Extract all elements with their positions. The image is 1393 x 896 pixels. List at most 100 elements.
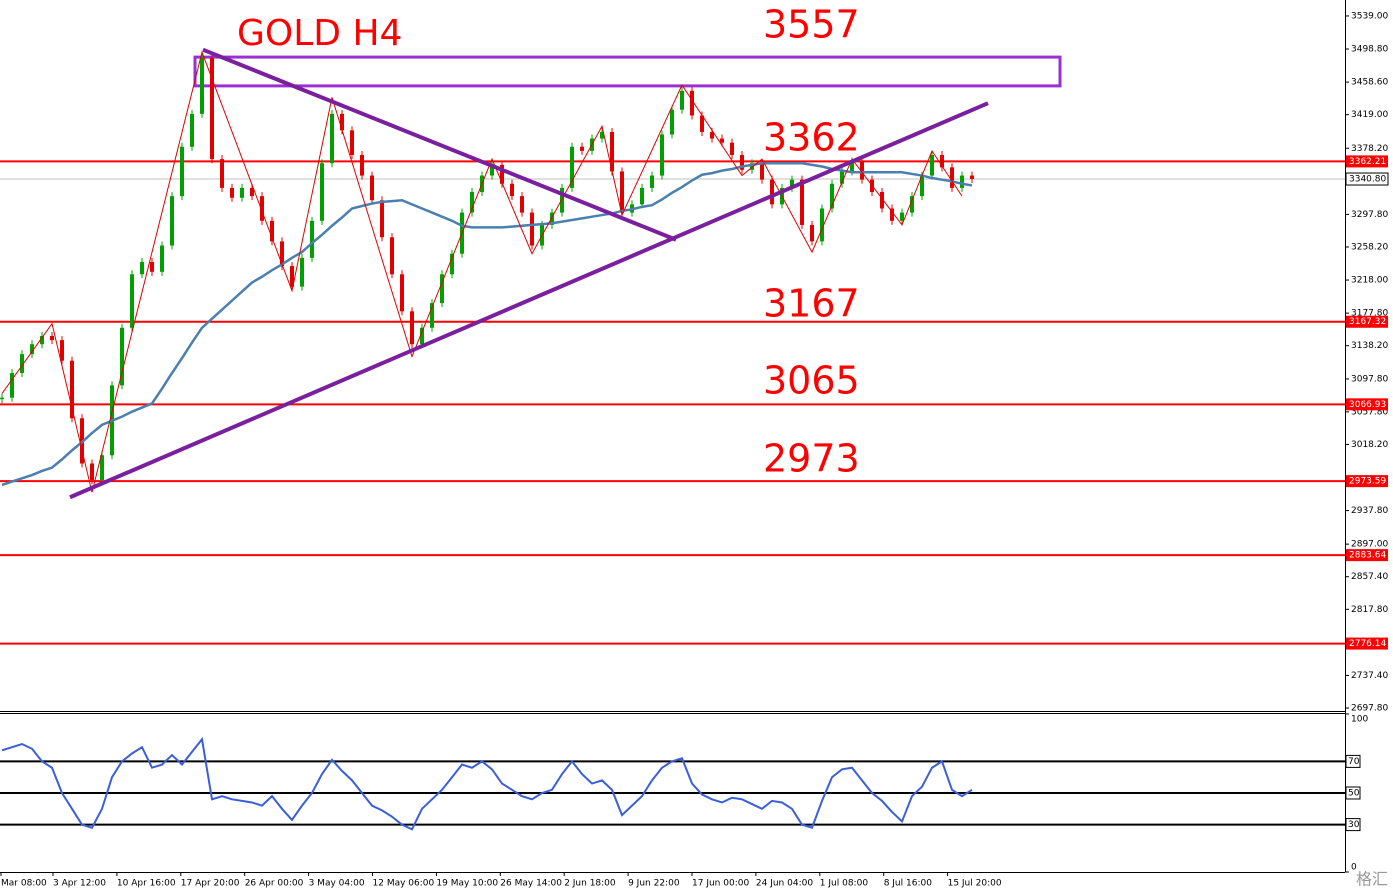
y-tick-label: 3177.80 — [1351, 309, 1388, 319]
current-price-label-bg — [1345, 172, 1389, 186]
x-tick-label: 1 Jul 08:00 — [820, 879, 869, 889]
y-tick-label: 2857.40 — [1351, 572, 1388, 582]
y-tick-label: 3539.00 — [1351, 11, 1388, 21]
candle — [510, 183, 514, 197]
candle — [570, 146, 574, 188]
candle — [210, 57, 214, 160]
candle — [310, 220, 314, 258]
candle — [740, 154, 744, 170]
rsi-level-label: 70 — [1348, 757, 1360, 767]
x-tick-label: 17 Apr 20:00 — [181, 879, 240, 889]
candle — [890, 208, 894, 221]
candle — [400, 274, 404, 312]
x-tick-label: 24 Jun 04:00 — [756, 879, 813, 889]
candle — [620, 171, 624, 213]
candle — [910, 196, 914, 213]
x-tick-label: 17 Jun 00:00 — [692, 879, 749, 889]
candle — [120, 327, 124, 386]
annotation: 2973 — [763, 437, 860, 481]
x-tick-label: 12 May 06:00 — [373, 879, 435, 889]
candle — [720, 138, 724, 143]
candle — [710, 131, 714, 139]
x-tick-label: 8 Jul 16:00 — [884, 879, 933, 889]
candle — [970, 175, 974, 180]
candle — [950, 167, 954, 188]
y-tick-label: 2937.80 — [1351, 506, 1388, 516]
x-tick-label: Mar 08:00 — [1, 879, 47, 889]
candle — [190, 113, 194, 147]
candle — [410, 311, 414, 345]
candle — [330, 113, 334, 164]
candle — [370, 175, 374, 201]
y-tick-label: 3218.00 — [1351, 276, 1388, 286]
candle — [700, 115, 704, 132]
moving-average — [1, 161, 973, 487]
candle — [130, 274, 134, 328]
y-tick-label: 2817.80 — [1351, 605, 1388, 615]
level-label-bg — [1346, 398, 1388, 411]
candle — [560, 187, 564, 213]
rsi-level-label-bg — [1345, 818, 1361, 832]
level-label-bg — [1346, 549, 1388, 562]
y-tick-label: 3138.20 — [1351, 341, 1388, 351]
candle — [340, 113, 344, 131]
y-tick-label: 3258.20 — [1351, 242, 1388, 252]
zigzag — [1, 50, 963, 493]
candle — [160, 245, 164, 272]
candle — [660, 134, 664, 176]
candle — [280, 241, 284, 267]
candle — [470, 192, 474, 213]
y-tick-label: 2897.00 — [1351, 540, 1388, 550]
candle — [450, 253, 454, 275]
x-tick-label: 26 May 14:00 — [500, 879, 562, 889]
candle — [70, 360, 74, 419]
candle — [960, 175, 964, 188]
candle — [220, 159, 224, 188]
candle — [500, 164, 504, 184]
level-label: 3362.21 — [1349, 157, 1386, 167]
annotation: 3557 — [763, 3, 860, 47]
candle — [150, 261, 154, 272]
candle — [440, 274, 444, 304]
annotation: 3167 — [763, 282, 860, 326]
x-tick-label: 26 Apr 00:00 — [245, 879, 304, 889]
candle — [860, 161, 864, 180]
annotation: GOLD H4 — [237, 13, 402, 54]
rsi-level-label: 50 — [1348, 789, 1360, 799]
candle — [360, 154, 364, 176]
candle — [760, 163, 764, 180]
candle — [830, 183, 834, 209]
candle — [50, 335, 54, 341]
candle — [250, 187, 254, 197]
candle — [820, 208, 824, 242]
y-tick-label: 3097.80 — [1351, 374, 1388, 384]
candle — [40, 335, 44, 345]
candle — [610, 131, 614, 172]
candle — [900, 212, 904, 221]
rsi-tick-label: 0 — [1351, 863, 1357, 873]
x-tick-label: 10 Apr 16:00 — [117, 879, 176, 889]
level-label-bg — [1346, 155, 1388, 168]
y-tick-label: 3419.00 — [1351, 110, 1388, 120]
candle — [670, 109, 674, 135]
x-tick-label: 3 May 04:00 — [309, 879, 365, 889]
resistance-box — [193, 55, 1062, 88]
candle — [20, 354, 24, 374]
candle — [240, 187, 244, 198]
candle — [200, 57, 204, 114]
watermark: 格汇 — [1356, 870, 1388, 889]
candle — [170, 196, 174, 246]
level-label: 2776.14 — [1349, 639, 1386, 649]
candle — [350, 130, 354, 155]
level-label-bg — [1346, 475, 1388, 488]
x-tick-label: 19 May 10:00 — [436, 879, 498, 889]
level-label: 2883.64 — [1349, 551, 1386, 561]
rsi-level-label: 30 — [1348, 820, 1360, 830]
y-tick-label: 3297.80 — [1351, 210, 1388, 220]
candle — [930, 154, 934, 176]
candle — [690, 90, 694, 116]
x-tick-label: 9 Jun 22:00 — [628, 879, 680, 889]
